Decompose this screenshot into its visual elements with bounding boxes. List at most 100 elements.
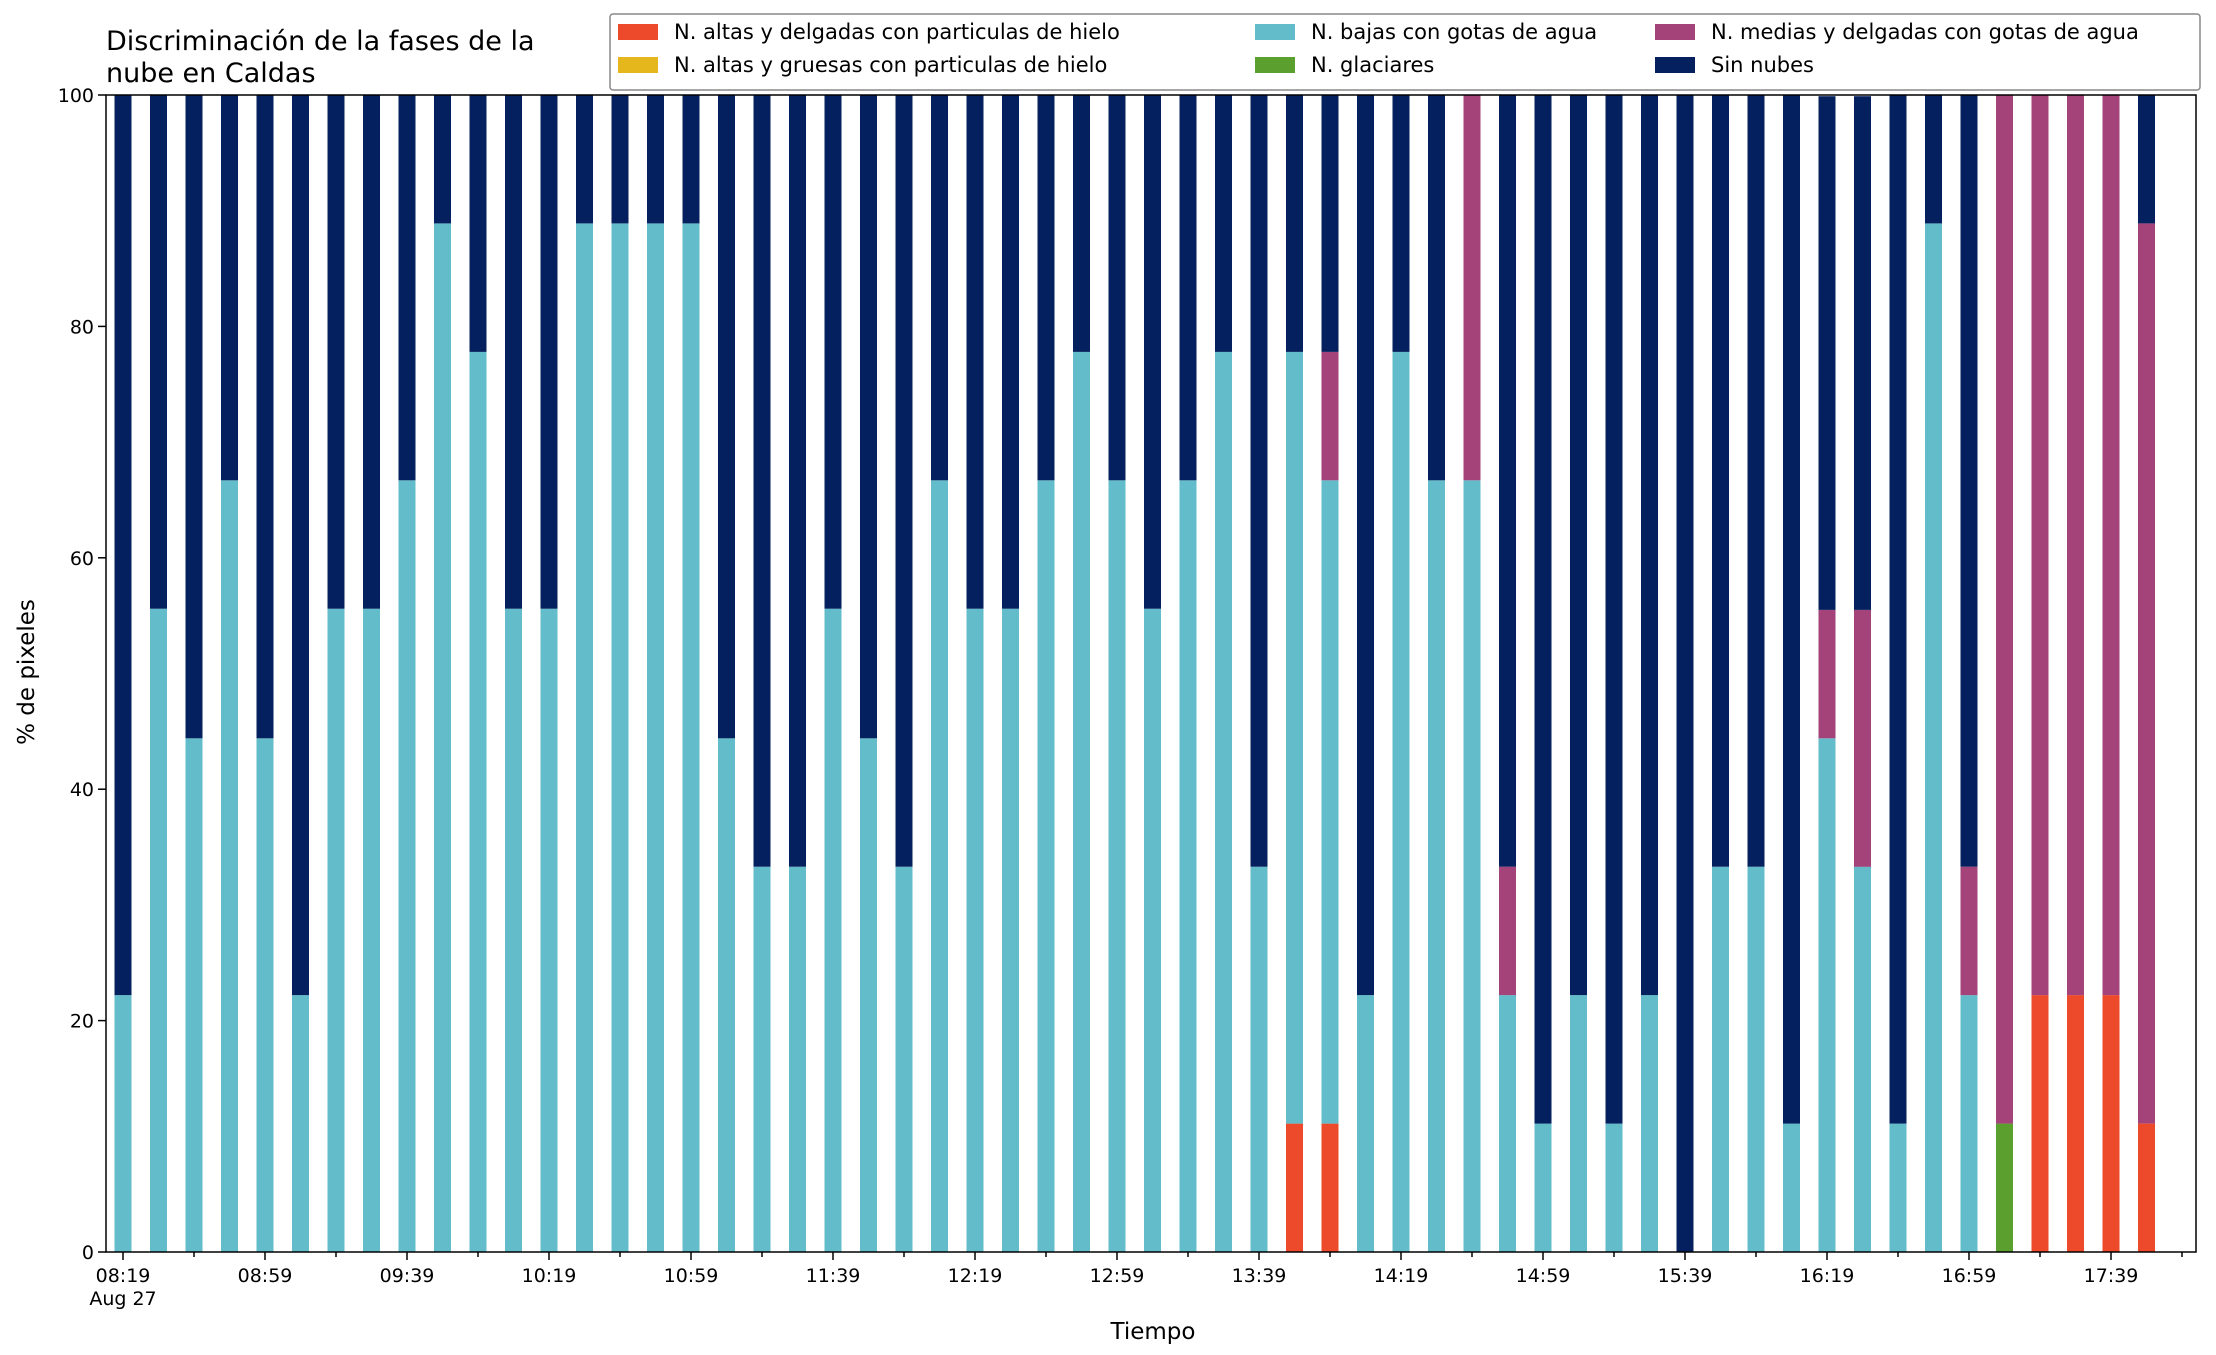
x-tick-label-3: 10:19 — [522, 1265, 577, 1287]
bar-segment-3-52 — [1960, 995, 1978, 1252]
bar-segment-5-52 — [1960, 95, 1978, 867]
bar-segment-5-27 — [1073, 95, 1090, 352]
y-tick-label-5: 100 — [58, 85, 94, 107]
legend-swatch-3 — [1255, 24, 1295, 40]
bar-segment-5-50 — [1889, 95, 1907, 1124]
legend-swatch-4 — [1655, 24, 1695, 40]
bar-segment-3-33 — [1286, 351, 1303, 1124]
bar-segment-4-52 — [1960, 866, 1978, 996]
bar-segment-5-51 — [1925, 95, 1942, 224]
bar-segment-5-42 — [1605, 95, 1623, 1124]
bar-segment-0-34 — [1321, 1123, 1339, 1252]
bar-segment-5-12 — [540, 95, 558, 609]
y-tick-label-4: 80 — [70, 316, 94, 338]
bar-segment-5-9 — [434, 95, 451, 224]
bar-segment-5-43 — [1641, 95, 1658, 996]
bar-segment-3-13 — [576, 223, 593, 1252]
bar-segment-3-46 — [1747, 866, 1765, 1252]
bar-segment-5-37 — [1428, 95, 1445, 481]
bar-segment-3-7 — [363, 608, 380, 1252]
bar-segment-3-1 — [150, 608, 167, 1252]
bar-segment-3-51 — [1925, 223, 1942, 1252]
bar-segment-5-26 — [1037, 95, 1055, 481]
legend-swatch-2 — [1255, 57, 1295, 73]
bar-segment-3-36 — [1392, 351, 1410, 1252]
bar-segment-5-5 — [292, 95, 309, 996]
bar-segment-3-22 — [895, 866, 913, 1252]
legend-label-4: N. medias y delgadas con gotas de agua — [1711, 20, 2139, 44]
bar-segment-3-28 — [1108, 480, 1126, 1252]
bar-segment-4-38 — [1463, 95, 1481, 481]
x-tick-label-10: 14:59 — [1516, 1265, 1571, 1287]
legend-swatch-5 — [1655, 57, 1695, 73]
bar-segment-3-8 — [398, 480, 416, 1252]
bar-segment-3-25 — [1002, 608, 1019, 1252]
bar-segment-3-4 — [256, 738, 274, 1252]
bar-segment-3-10 — [469, 351, 487, 1252]
bar-segment-3-12 — [540, 608, 558, 1252]
bar-segment-3-2 — [185, 738, 203, 1252]
bar-segment-4-34 — [1321, 351, 1339, 481]
bar-segment-3-40 — [1534, 1123, 1552, 1252]
legend-label-0: N. altas y delgadas con particulas de hi… — [674, 20, 1120, 44]
bar-segment-3-0 — [114, 995, 132, 1252]
bar-segment-4-48 — [1818, 609, 1836, 739]
bar-segment-5-8 — [398, 95, 416, 481]
x-axis: 08:19 08:59 09:39 10:19 10:59 11:39 12:19 12:59… — [89, 1252, 2183, 1310]
bar-segment-5-29 — [1144, 95, 1161, 609]
bar-segment-3-34 — [1321, 480, 1339, 1124]
bar-series — [114, 95, 2155, 1252]
x-tick-label-9: 14:19 — [1374, 1265, 1429, 1287]
y-tick-label-2: 40 — [70, 779, 94, 801]
bar-segment-5-0 — [114, 95, 132, 996]
bar-segment-3-45 — [1712, 866, 1729, 1252]
x-axis-label: Tiempo — [1110, 1319, 1196, 1345]
bar-segment-5-3 — [221, 95, 238, 481]
bar-segment-5-34 — [1321, 95, 1339, 352]
bar-segment-3-35 — [1357, 995, 1374, 1252]
bar-segment-5-24 — [966, 95, 984, 609]
bar-segment-3-19 — [789, 866, 806, 1252]
bar-segment-5-28 — [1108, 95, 1126, 481]
x-tick-label-6: 12:19 — [948, 1265, 1003, 1287]
bar-segment-5-4 — [256, 95, 274, 739]
bar-segment-5-47 — [1783, 95, 1800, 1124]
bar-segment-5-7 — [363, 95, 380, 609]
bar-segment-3-23 — [931, 480, 948, 1252]
bar-segment-3-21 — [860, 738, 877, 1252]
bar-segment-3-6 — [327, 608, 345, 1252]
bar-segment-3-43 — [1641, 995, 1658, 1252]
bar-segment-0-56 — [2102, 995, 2120, 1252]
bar-segment-3-20 — [824, 608, 842, 1252]
bar-segment-3-49 — [1854, 866, 1871, 1252]
bar-segment-3-47 — [1783, 1123, 1800, 1252]
bar-segment-3-11 — [505, 608, 522, 1252]
bar-segment-2-53 — [1996, 1123, 2013, 1252]
bar-segment-3-32 — [1250, 866, 1268, 1252]
bar-segment-5-31 — [1215, 95, 1232, 352]
bar-segment-3-18 — [753, 866, 771, 1252]
x-tick-label-13: 16:59 — [1942, 1265, 1997, 1287]
bar-segment-5-22 — [895, 95, 913, 867]
bar-segment-3-27 — [1073, 351, 1090, 1252]
bar-segment-3-15 — [647, 223, 664, 1252]
bar-segment-5-17 — [718, 95, 735, 739]
bar-segment-5-19 — [789, 95, 806, 867]
legend-label-5: Sin nubes — [1711, 53, 1814, 77]
bar-segment-0-33 — [1286, 1123, 1303, 1252]
bar-segment-3-17 — [718, 738, 735, 1252]
chart-title: Discriminación de la fases de la nube en… — [106, 26, 535, 89]
bar-segment-5-18 — [753, 95, 771, 867]
bar-segment-3-41 — [1570, 995, 1587, 1252]
bar-segment-4-55 — [2067, 95, 2084, 996]
bar-segment-5-21 — [860, 95, 877, 739]
bar-segment-3-14 — [611, 223, 629, 1252]
bar-segment-3-39 — [1499, 995, 1516, 1252]
bar-segment-3-3 — [221, 480, 238, 1252]
legend-box — [609, 13, 2201, 91]
bar-segment-5-48 — [1818, 96, 1836, 610]
bar-segment-5-20 — [824, 95, 842, 609]
plot-area-frame — [105, 94, 2197, 1253]
x-tick-label-14: 17:39 — [2084, 1265, 2139, 1287]
